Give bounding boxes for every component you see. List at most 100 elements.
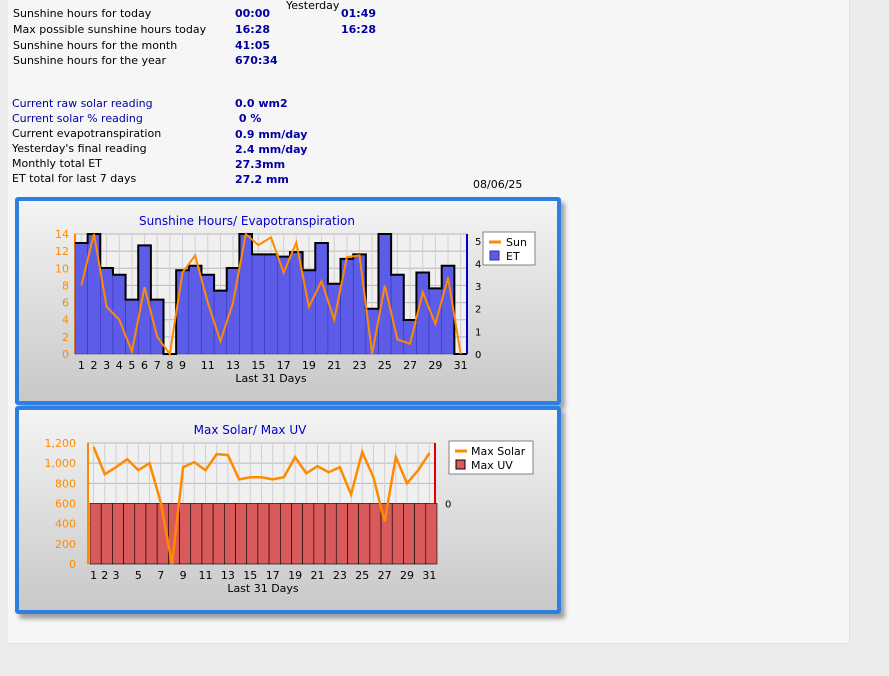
- chart2-x-tick-label: 13: [221, 569, 235, 582]
- chart2-y-left-tick-label: 600: [55, 498, 76, 511]
- chart2-uv-bar: [302, 503, 315, 565]
- chart1-et-bar: [239, 233, 253, 355]
- chart1-et-bar: [137, 245, 152, 355]
- chart2-uv-bar: [224, 503, 236, 565]
- chart2-x-tick-label: 9: [180, 569, 187, 582]
- chart1-x-tick-label: 31: [454, 359, 468, 372]
- chart1-x-tick-label: 29: [428, 359, 442, 372]
- chart2-uv-bar: [313, 503, 326, 565]
- chart1-x-tick-label: 13: [226, 359, 240, 372]
- chart2-legend-uv-label: Max UV: [471, 459, 513, 472]
- chart2-uv-bar: [335, 503, 348, 565]
- chart1-et-bar: [315, 242, 329, 355]
- chart1-et-bar: [213, 290, 227, 355]
- stat-label-yesterday-final: Yesterday's final reading: [12, 142, 147, 155]
- chart2-uv-bar: [414, 503, 427, 565]
- chart2-uv-bar: [291, 503, 303, 565]
- chart2-x-tick-label: 25: [355, 569, 369, 582]
- chart1-y-left-tick-label: 10: [55, 262, 69, 275]
- chart2-y-left-tick-label: 800: [55, 477, 76, 490]
- chart2-uv-bar: [100, 503, 113, 565]
- stat-label-max-possible: Max possible sunshine hours today: [13, 23, 207, 36]
- chart1-y-left-tick-label: 14: [55, 228, 69, 241]
- chart1-et-bar: [188, 265, 202, 355]
- stat-label-evapo: Current evapotranspiration: [12, 127, 162, 140]
- chart2-solar-line: [92, 446, 431, 565]
- chart1-et-bar: [150, 299, 164, 355]
- chart2-uv-bar: [201, 503, 214, 565]
- chart2-uv-bar: [391, 503, 404, 565]
- chart1-y-left-tick-label: 6: [62, 297, 69, 310]
- chart1-y-left-tick-label: 4: [62, 314, 69, 327]
- chart2-y-left-tick-label: 0: [69, 558, 76, 571]
- max-solar-uv-chart-svg: Max Solar/ Max UV 0 200 400 600 800 1,000 1,200…: [45, 423, 534, 595]
- stat-label-year: Sunshine hours for the year: [13, 54, 167, 67]
- chart2-y-left-tick-label: 200: [55, 538, 76, 551]
- stat-yesterday-max-possible: 16:28: [341, 23, 377, 36]
- chart1-x-tick-label: 1: [78, 359, 85, 372]
- stat-value-evapo: 0.9 mm/day: [235, 128, 308, 141]
- chart2-legend-solar-label: Max Solar: [471, 445, 526, 458]
- chart1-x-tick-label: 5: [128, 359, 135, 372]
- stat-value-solar-pct: 0 %: [235, 112, 262, 125]
- chart1-y-right-tick-label: 3: [475, 282, 481, 293]
- chart2-x-tick-label: 7: [157, 569, 164, 582]
- chart2-uv-bar: [369, 503, 382, 565]
- chart1-x-tick-label: 19: [302, 359, 316, 372]
- chart2-x-tick-label: 27: [378, 569, 392, 582]
- chart2-uv-bar: [123, 503, 136, 565]
- chart1-x-tick-label: 11: [201, 359, 215, 372]
- chart2-x-tick-label: 11: [199, 569, 213, 582]
- chart2-uv-bar: [89, 503, 102, 565]
- chart2-x-axis-label: Last 31 Days: [227, 582, 299, 595]
- chart2-y-right-tick-label: 0: [445, 500, 451, 511]
- chart2-x-tick-label: 31: [422, 569, 436, 582]
- chart1-x-tick-label: 25: [378, 359, 392, 372]
- chart1-et-bar: [378, 233, 392, 355]
- sunshine-et-chart: Sunshine Hours/ Evapotranspiration 0 2 4 6 8 1…: [15, 197, 561, 405]
- yesterday-header: Yesterday: [286, 0, 340, 12]
- chart2-uv-bar: [145, 503, 158, 565]
- chart1-et-bar: [175, 269, 190, 355]
- chart2-x-tick-label: 17: [266, 569, 280, 582]
- chart1-x-tick-label: 3: [103, 359, 110, 372]
- chart1-x-tick-label: 8: [166, 359, 173, 372]
- stat-value-monthly-et: 27.3mm: [235, 158, 286, 171]
- stat-value-month: 41:05: [235, 39, 271, 52]
- chart1-x-tick-label: 7: [154, 359, 161, 372]
- chart1-x-tick-label: 21: [327, 359, 341, 372]
- chart2-x-tick-label: 3: [112, 569, 119, 582]
- sunshine-et-chart-svg: Sunshine Hours/ Evapotranspiration 0 2 4 6 8 1…: [55, 214, 536, 385]
- chart1-y-right-tick-label: 0: [475, 350, 481, 361]
- chart2-uv-bar: [246, 503, 259, 565]
- chart2-uv-bar: [425, 503, 438, 565]
- chart1-x-tick-label: 23: [353, 359, 367, 372]
- chart1-x-tick-label: 9: [179, 359, 186, 372]
- chart1-legend-et-swatch: [489, 250, 500, 261]
- chart2-y-left-tick-label: 400: [55, 518, 76, 531]
- chart1-title: Sunshine Hours/ Evapotranspiration: [139, 214, 355, 228]
- chart2-uv-bar: [190, 503, 203, 565]
- stat-value-yesterday-final: 2.4 mm/day: [235, 143, 308, 156]
- chart2-x-tick-label: 1: [90, 569, 97, 582]
- chart1-y-right-tick-label: 1: [475, 327, 481, 338]
- chart1-x-tick-label: 27: [403, 359, 417, 372]
- stat-value-max-possible: 16:28: [235, 23, 271, 36]
- chart1-et-bar: [74, 242, 88, 355]
- chart2-uv-bar: [347, 503, 359, 565]
- chart1-et-bar: [340, 258, 354, 355]
- chart1-legend-sun-label: Sun: [506, 236, 527, 249]
- chart1-y-right-tick-label: 2: [475, 305, 481, 316]
- stat-value-sun-today: 00:00: [235, 7, 271, 20]
- stat-label-solar-pct: Current solar % reading: [12, 112, 143, 125]
- chart1-y-right-tick-label: 4: [475, 259, 481, 270]
- chart2-y-left-tick-label: 1,200: [45, 437, 77, 450]
- chart2-uv-bar: [268, 503, 281, 565]
- chart1-x-tick-label: 15: [251, 359, 265, 372]
- chart1-et-bar: [390, 274, 405, 355]
- chart1-x-axis-label: Last 31 Days: [235, 372, 307, 385]
- chart1-x-tick-label: 6: [141, 359, 148, 372]
- stat-label-sun-today: Sunshine hours for today: [13, 7, 152, 20]
- chart2-uv-bar: [112, 503, 124, 565]
- chart1-y-left-tick-label: 12: [55, 245, 69, 258]
